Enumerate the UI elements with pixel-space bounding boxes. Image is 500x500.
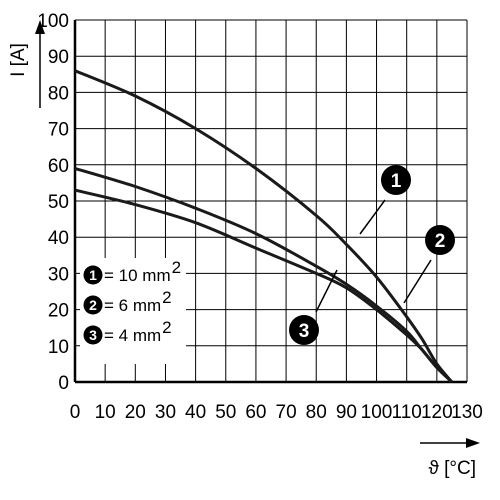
legend-label: = 4 mm	[104, 326, 161, 345]
x-axis-title: ϑ [°C]	[428, 458, 476, 479]
tick-labels: 0 10 20 30 40 50 60 70 80 90 100 110 120130010203040…	[37, 11, 483, 423]
callout-badge	[381, 165, 411, 195]
x-tick-label: 50	[215, 402, 236, 423]
callout-number: 1	[391, 171, 402, 192]
legend-number: 2	[89, 297, 97, 313]
legend-item-3: 3 = 4 mm 2	[83, 318, 172, 345]
callout-leader	[359, 199, 386, 235]
callout-number: 3	[299, 321, 310, 342]
x-tick-label: 130	[451, 402, 483, 423]
y-tick-label: 70	[48, 120, 69, 141]
callout-leader	[315, 269, 338, 313]
y-tick-label: 100	[37, 11, 69, 32]
legend-item-1: 1 = 10 mm 2	[83, 258, 181, 285]
legend-number: 3	[89, 327, 97, 343]
x-tick-label: 90	[336, 402, 357, 423]
legend-label: = 6 mm	[104, 296, 161, 315]
series-line-1	[74, 69, 454, 383]
x-tick-label: 40	[185, 402, 206, 423]
legend-superscript: 2	[162, 288, 171, 307]
callout-badge	[289, 315, 319, 345]
callout-2: 2	[403, 225, 455, 304]
callout-leader	[403, 259, 432, 304]
x-tick-label: 20	[125, 402, 146, 423]
y-tick-label: 50	[48, 192, 69, 213]
x-tick-label: 30	[155, 402, 176, 423]
y-tick-label: 80	[48, 83, 69, 104]
legend-badge	[83, 295, 103, 315]
series-line-3	[74, 188, 453, 384]
series-callouts: 1 2 3	[289, 165, 455, 345]
legend-badge	[83, 325, 103, 345]
x-tick-label: 70	[276, 402, 297, 423]
callout-number: 2	[435, 231, 446, 252]
y-axis-title: I [A]	[8, 43, 29, 77]
y-tick-label: 0	[58, 373, 69, 394]
legend-badge	[83, 265, 103, 285]
legend-superscript: 2	[172, 258, 181, 277]
y-axis-arrow	[35, 20, 45, 108]
legend-number: 1	[89, 267, 97, 283]
x-tick-label: 110	[392, 402, 422, 423]
callout-1: 1	[359, 165, 411, 235]
y-tick-label: 60	[48, 156, 69, 177]
y-tick-label: 90	[48, 47, 69, 68]
axes	[73, 20, 467, 384]
y-tick-label: 30	[48, 264, 69, 285]
y-tick-label: 20	[48, 301, 69, 322]
x-tick-label: 10	[95, 402, 116, 423]
grid-lines	[74, 19, 468, 383]
callout-badge	[425, 225, 455, 255]
x-tick-label: 0	[70, 402, 81, 423]
callout-3: 3	[289, 269, 338, 345]
legend: 1 = 10 mm 22 = 6 mm 23 = 4 mm 2	[80, 258, 186, 364]
series-lines	[74, 69, 454, 384]
x-tick-label: 120	[421, 402, 453, 423]
x-tick-label: 80	[306, 402, 327, 423]
x-tick-label: 60	[245, 402, 266, 423]
legend-label: = 10 mm	[104, 266, 171, 285]
legend-item-2: 2 = 6 mm 2	[83, 288, 172, 315]
y-tick-label: 40	[48, 228, 69, 249]
x-axis-arrow	[420, 438, 480, 448]
legend-superscript: 2	[162, 318, 171, 337]
x-tick-label: 100	[361, 402, 393, 423]
y-tick-label: 10	[48, 337, 69, 358]
